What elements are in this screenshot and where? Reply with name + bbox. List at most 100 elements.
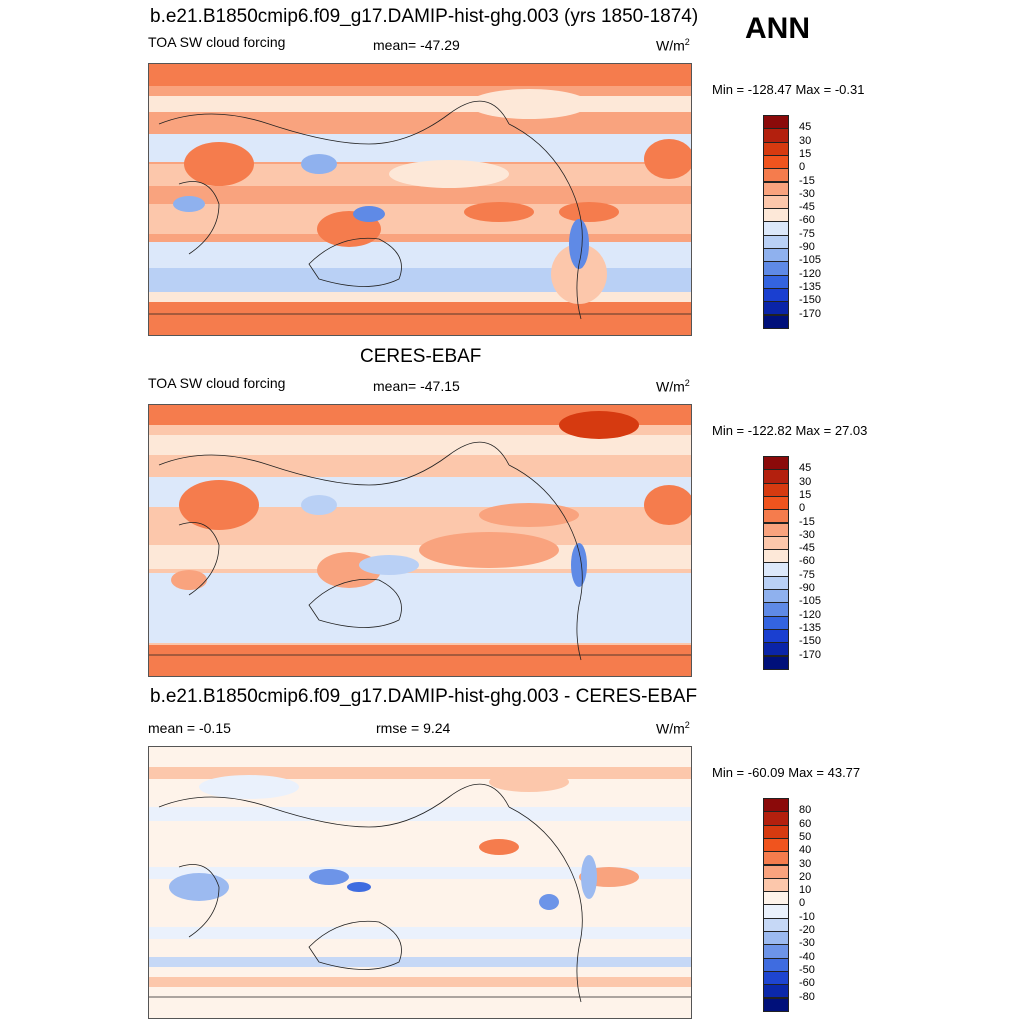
colorbar-tick-label: 50 (799, 830, 812, 843)
colorbar-tick-label: 40 (799, 844, 812, 857)
colorbar-swatch (763, 522, 789, 537)
panel1-title: b.e21.B1850cmip6.f09_g17.DAMIP-hist-ghg.… (150, 6, 699, 27)
colorbar-swatch (763, 615, 789, 630)
colorbar-tick-label: 0 (799, 502, 806, 515)
colorbar-tick-label: -170 (799, 307, 822, 320)
colorbar-tick-label: -135 (799, 621, 822, 634)
panel1-mean-label: mean= -47.29 (373, 37, 460, 53)
colorbar-tick-label: -75 (799, 568, 815, 581)
panel2-mean-label: mean= -47.15 (373, 378, 460, 394)
colorbar-swatch (763, 602, 789, 617)
colorbar-swatch (763, 984, 789, 999)
colorbar-tick-label: -10 (799, 910, 815, 923)
panel3-map (148, 746, 692, 1019)
colorbar-swatch (763, 535, 789, 551)
panel2-minmax: Min = -122.82 Max = 27.03 (712, 423, 868, 438)
colorbar-swatch (763, 917, 789, 932)
season-label: ANN (745, 12, 810, 45)
colorbar-swatch (763, 997, 789, 1012)
colorbar-tick-label: -170 (799, 648, 822, 661)
panel3-rmse-label: rmse = 9.24 (376, 720, 451, 736)
colorbar-swatch (763, 655, 789, 670)
colorbar-tick-label: -120 (799, 267, 822, 280)
colorbar-swatch (763, 642, 789, 657)
colorbar-swatch (763, 274, 789, 289)
colorbar-tick-label: -20 (799, 924, 815, 936)
colorbar-tick-label: -15 (799, 515, 815, 528)
colorbar-tick-label: -120 (799, 608, 822, 621)
panel3-mean-label: mean = -0.15 (148, 720, 231, 736)
colorbar-swatch (763, 589, 789, 604)
colorbar-tick-label: 60 (799, 817, 812, 830)
colorbar-swatch (763, 864, 789, 879)
colorbar-swatch (763, 115, 789, 130)
colorbar-tick-label: 15 (799, 147, 812, 160)
colorbar-swatch (763, 798, 789, 813)
colorbar-swatch (763, 168, 789, 183)
colorbar-tick-label: -105 (799, 254, 822, 267)
colorbar-swatch (763, 549, 789, 564)
colorbar-swatch (763, 154, 789, 170)
panel3-minmax: Min = -60.09 Max = 43.77 (712, 765, 861, 780)
colorbar-tick-label: -60 (799, 977, 815, 990)
colorbar-tick-label: -30 (799, 187, 815, 200)
colorbar-tick-label: 45 (799, 462, 812, 475)
colorbar-tick-label: 45 (799, 121, 812, 134)
panel3-units: W/m2 (656, 720, 690, 737)
colorbar-tick-label: 20 (799, 870, 812, 883)
panel2-units: W/m2 (656, 378, 690, 395)
colorbar-swatch (763, 234, 789, 249)
colorbar-tick-label: 30 (799, 857, 812, 870)
colorbar-tick-label: -15 (799, 174, 815, 187)
colorbar-tick-label: 30 (799, 134, 812, 147)
colorbar-swatch (763, 248, 789, 263)
colorbar-tick-label: -105 (799, 595, 822, 608)
colorbar-swatch (763, 824, 789, 839)
colorbar-swatch (763, 891, 789, 906)
colorbar-swatch (763, 628, 789, 644)
panel1-minmax: Min = -128.47 Max = -0.31 (712, 82, 865, 97)
colorbar-swatch (763, 851, 789, 866)
colorbar-swatch (763, 811, 789, 826)
colorbar-swatch (763, 261, 789, 276)
colorbar-tick-label: 15 (799, 488, 812, 501)
colorbar-swatch (763, 575, 789, 590)
colorbar-swatch (763, 314, 789, 329)
colorbar-swatch (763, 141, 789, 156)
panel3-title: b.e21.B1850cmip6.f09_g17.DAMIP-hist-ghg.… (150, 686, 698, 707)
colorbar-swatch (763, 469, 789, 484)
panel2-left-label: TOA SW cloud forcing (148, 375, 286, 391)
colorbar-tick-label: -30 (799, 528, 815, 541)
colorbar-tick-label: -45 (799, 201, 815, 214)
colorbar-tick-label: -150 (799, 635, 822, 648)
colorbar-tick-label: -135 (799, 280, 822, 293)
colorbar-tick-label: -90 (799, 241, 815, 253)
colorbar-tick-label: -60 (799, 555, 815, 568)
colorbar-swatch (763, 301, 789, 316)
colorbar-swatch (763, 482, 789, 497)
colorbar-swatch (763, 194, 789, 210)
colorbar-tick-label: -75 (799, 227, 815, 240)
colorbar-swatch (763, 181, 789, 196)
colorbar-swatch (763, 456, 789, 471)
colorbar-tick-label: -90 (799, 582, 815, 594)
colorbar-swatch (763, 944, 789, 959)
colorbar-swatch (763, 877, 789, 893)
panel2-map (148, 404, 692, 677)
colorbar-swatch (763, 287, 789, 303)
colorbar-tick-label: -45 (799, 542, 815, 555)
colorbar-tick-label: -50 (799, 963, 815, 976)
panel1-map (148, 63, 692, 336)
colorbar-tick-label: -30 (799, 937, 815, 950)
panel1-units: W/m2 (656, 37, 690, 54)
colorbar-swatch (763, 221, 789, 236)
panel1-left-label: TOA SW cloud forcing (148, 34, 286, 50)
colorbar-tick-label: 0 (799, 161, 806, 174)
colorbar-swatch (763, 970, 789, 986)
colorbar-tick-label: 0 (799, 897, 806, 910)
colorbar-swatch (763, 904, 789, 919)
panel2-title: CERES-EBAF (360, 346, 482, 367)
colorbar-swatch (763, 931, 789, 946)
colorbar-tick-label: -150 (799, 294, 822, 307)
colorbar-swatch (763, 495, 789, 511)
